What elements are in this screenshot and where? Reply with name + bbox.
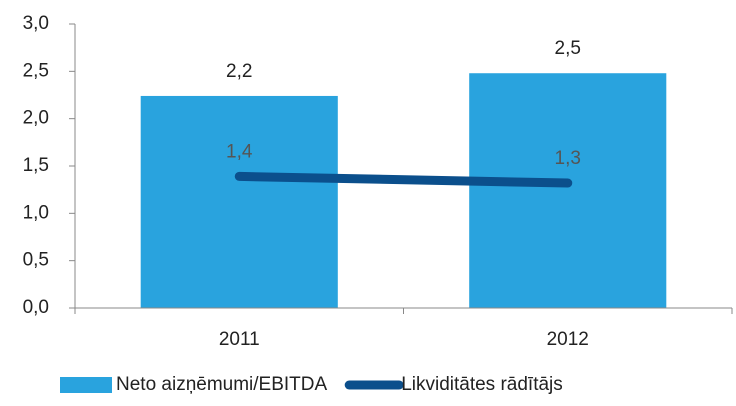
legend-label: Likviditātes rādītājs	[401, 374, 563, 395]
line-value-label: 1,4	[226, 141, 253, 162]
line	[234, 171, 573, 188]
y-tick-label: 0,0	[23, 297, 49, 318]
bar-value-label: 2,2	[226, 61, 252, 82]
bar-value-label: 2,5	[555, 38, 581, 59]
line-value-label: 1,3	[555, 148, 581, 169]
legend-swatch	[60, 377, 112, 393]
y-tick-label: 1,5	[23, 155, 49, 176]
bar	[140, 95, 338, 309]
y-tick-label: 0,5	[23, 250, 49, 271]
x-tick-label: 2011	[219, 329, 260, 350]
x-tick-label: 2012	[547, 329, 589, 350]
y-tick-label: 3,0	[23, 13, 49, 34]
y-tick-label: 2,5	[23, 60, 49, 81]
legend-label: Neto aizņēmumi/EBITDA	[116, 374, 328, 395]
y-tick-label: 1,0	[23, 202, 49, 223]
y-tick-label: 2,0	[23, 108, 49, 129]
bar	[469, 73, 667, 308]
